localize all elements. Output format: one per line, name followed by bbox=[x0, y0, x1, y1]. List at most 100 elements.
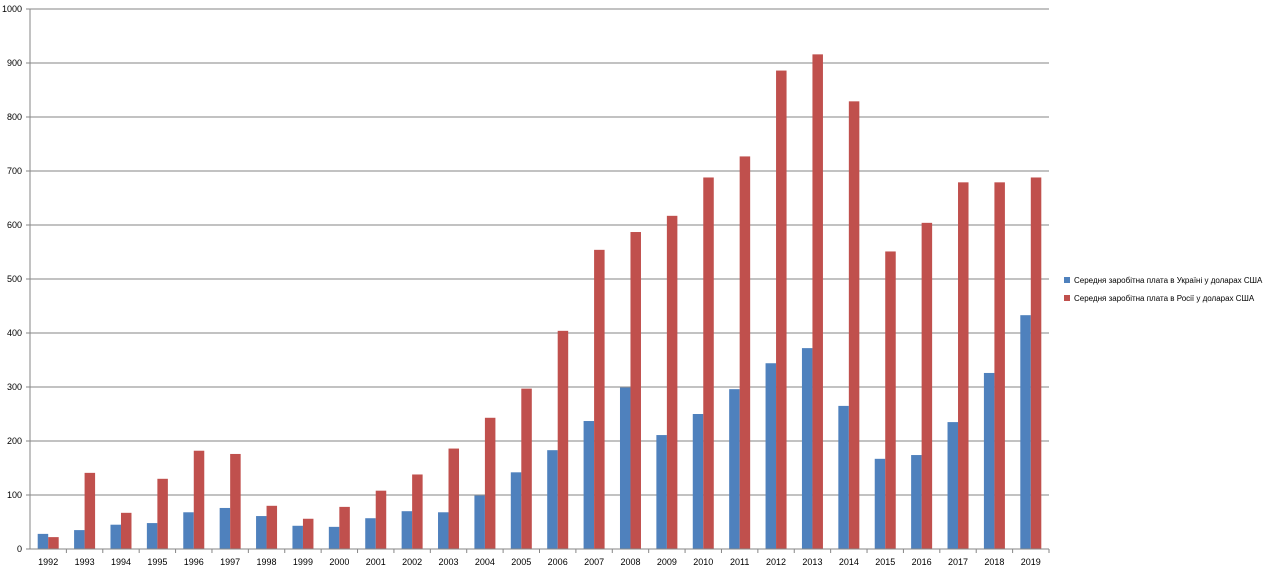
x-tick-label: 2010 bbox=[693, 557, 713, 567]
x-tick-label: 1994 bbox=[111, 557, 131, 567]
x-tick-label: 2001 bbox=[366, 557, 386, 567]
bar-russia-1995 bbox=[157, 478, 168, 549]
bar-ukraine-2005 bbox=[510, 472, 522, 549]
bar-ukraine-2008 bbox=[619, 387, 631, 549]
y-tick-labels: 0 100 200 300 400 500 600 700 800 900 1000 bbox=[2, 4, 30, 554]
y-tick-label: 900 bbox=[7, 58, 22, 68]
x-tick-label: 2018 bbox=[984, 557, 1004, 567]
bar-ukraine-2013 bbox=[801, 348, 813, 549]
y-tick-label: 1000 bbox=[2, 4, 22, 14]
bar-ukraine-2015 bbox=[874, 458, 886, 549]
bar-russia-2009 bbox=[666, 215, 678, 549]
x-tick-label: 2013 bbox=[802, 557, 822, 567]
x-tick-label: 2004 bbox=[475, 557, 495, 567]
y-tick-label: 600 bbox=[7, 220, 22, 230]
bar-russia-1998 bbox=[266, 505, 278, 549]
bar-russia-2015 bbox=[885, 251, 896, 549]
y-tick-label: 300 bbox=[7, 382, 22, 392]
bar-ukraine-1992 bbox=[37, 533, 49, 549]
bar-ukraine-2001 bbox=[365, 518, 376, 549]
x-tick-label: 2012 bbox=[766, 557, 786, 567]
bar-russia-2010 bbox=[703, 177, 714, 550]
x-tick-label: 2002 bbox=[402, 557, 422, 567]
y-tick-label: 500 bbox=[7, 274, 22, 284]
x-tick-label: 1995 bbox=[147, 557, 167, 567]
x-tick-label: 2015 bbox=[875, 557, 895, 567]
bar-ukraine-1993 bbox=[74, 530, 85, 549]
x-tick-label: 2003 bbox=[439, 557, 459, 567]
x-tick-label: 1999 bbox=[293, 557, 313, 567]
bar-ukraine-2016 bbox=[911, 455, 922, 549]
bar-russia-2017 bbox=[958, 182, 969, 549]
bar-russia-1997 bbox=[230, 453, 241, 549]
bar-russia-2002 bbox=[412, 474, 423, 549]
bar-russia-1994 bbox=[120, 512, 132, 549]
bar-russia-2018 bbox=[994, 182, 1005, 549]
bar-ukraine-2002 bbox=[401, 511, 413, 549]
bar-ukraine-2018 bbox=[983, 372, 995, 549]
x-tick-labels: 1992 1993 1994 1995 1996 1997 1998 1999 2000 2001… bbox=[38, 549, 1050, 567]
legend-label-ukraine: Середня заробітна плата в Україні у дола… bbox=[1074, 275, 1263, 285]
y-tick-label: 700 bbox=[7, 166, 22, 176]
x-tick-label: 1993 bbox=[75, 557, 95, 567]
x-tick-label: 1992 bbox=[38, 557, 58, 567]
bar-ukraine-2010 bbox=[692, 414, 704, 549]
bar-ukraine-1996 bbox=[183, 512, 194, 549]
bar-russia-1992 bbox=[48, 537, 59, 549]
gridlines bbox=[30, 8, 1049, 496]
x-tick-label: 2011 bbox=[730, 557, 749, 567]
y-tick-label: 400 bbox=[7, 328, 22, 338]
bar-russia-2014 bbox=[848, 101, 860, 549]
bar-russia-2006 bbox=[557, 330, 569, 549]
y-tick-label: 100 bbox=[7, 490, 22, 500]
bar-russia-2001 bbox=[375, 490, 387, 549]
x-tick-label: 1996 bbox=[184, 557, 204, 567]
bar-ukraine-2006 bbox=[547, 450, 558, 549]
bar-russia-2003 bbox=[448, 448, 460, 549]
bar-russia-1996 bbox=[193, 450, 205, 549]
y-tick-label: 200 bbox=[7, 436, 22, 446]
bar-ukraine-2000 bbox=[328, 526, 340, 549]
bar-ukraine-2007 bbox=[583, 421, 595, 549]
x-tick-label: 1998 bbox=[257, 557, 277, 567]
x-tick-label: 2008 bbox=[620, 557, 640, 567]
x-tick-label: 2009 bbox=[657, 557, 677, 567]
x-tick-label: 2019 bbox=[1021, 557, 1041, 567]
bar-russia-2007 bbox=[594, 249, 605, 549]
x-tick-label: 2006 bbox=[548, 557, 568, 567]
bars bbox=[37, 54, 1042, 550]
x-tick-label: 2016 bbox=[912, 557, 932, 567]
bar-ukraine-2019 bbox=[1020, 315, 1031, 549]
bar-ukraine-2004 bbox=[474, 495, 485, 549]
bar-ukraine-2012 bbox=[765, 363, 777, 549]
legend-item-russia: Середня заробітна плата в Росії у долара… bbox=[1064, 289, 1262, 307]
bar-russia-2019 bbox=[1030, 177, 1042, 550]
bar-ukraine-1999 bbox=[292, 525, 303, 549]
x-tick-label: 1997 bbox=[220, 557, 240, 567]
x-tick-label: 2005 bbox=[511, 557, 531, 567]
x-tick-label: 2000 bbox=[329, 557, 349, 567]
legend-item-ukraine: Середня заробітна плата в Україні у дола… bbox=[1064, 271, 1262, 289]
bar-russia-2011 bbox=[739, 156, 751, 550]
bar-ukraine-2003 bbox=[438, 512, 449, 549]
bar-russia-2000 bbox=[339, 506, 350, 549]
legend-swatch-russia bbox=[1064, 295, 1070, 301]
bar-ukraine-2009 bbox=[656, 435, 667, 549]
bar-ukraine-1995 bbox=[146, 523, 158, 549]
bar-ukraine-1997 bbox=[219, 507, 231, 549]
bar-russia-2013 bbox=[812, 54, 823, 550]
bar-russia-2008 bbox=[630, 232, 641, 549]
bar-ukraine-2014 bbox=[838, 405, 849, 549]
bar-russia-1993 bbox=[84, 472, 96, 549]
bar-russia-1999 bbox=[302, 518, 314, 549]
x-tick-label: 2017 bbox=[948, 557, 968, 567]
x-tick-label: 2014 bbox=[839, 557, 859, 567]
bar-ukraine-1994 bbox=[110, 524, 121, 549]
bar-ukraine-2011 bbox=[729, 389, 740, 549]
bar-russia-2005 bbox=[521, 388, 532, 549]
bar-ukraine-2017 bbox=[947, 422, 959, 549]
legend: Середня заробітна плата в Україні у дола… bbox=[1064, 271, 1262, 307]
bar-russia-2016 bbox=[921, 222, 933, 549]
legend-swatch-ukraine bbox=[1064, 277, 1070, 283]
